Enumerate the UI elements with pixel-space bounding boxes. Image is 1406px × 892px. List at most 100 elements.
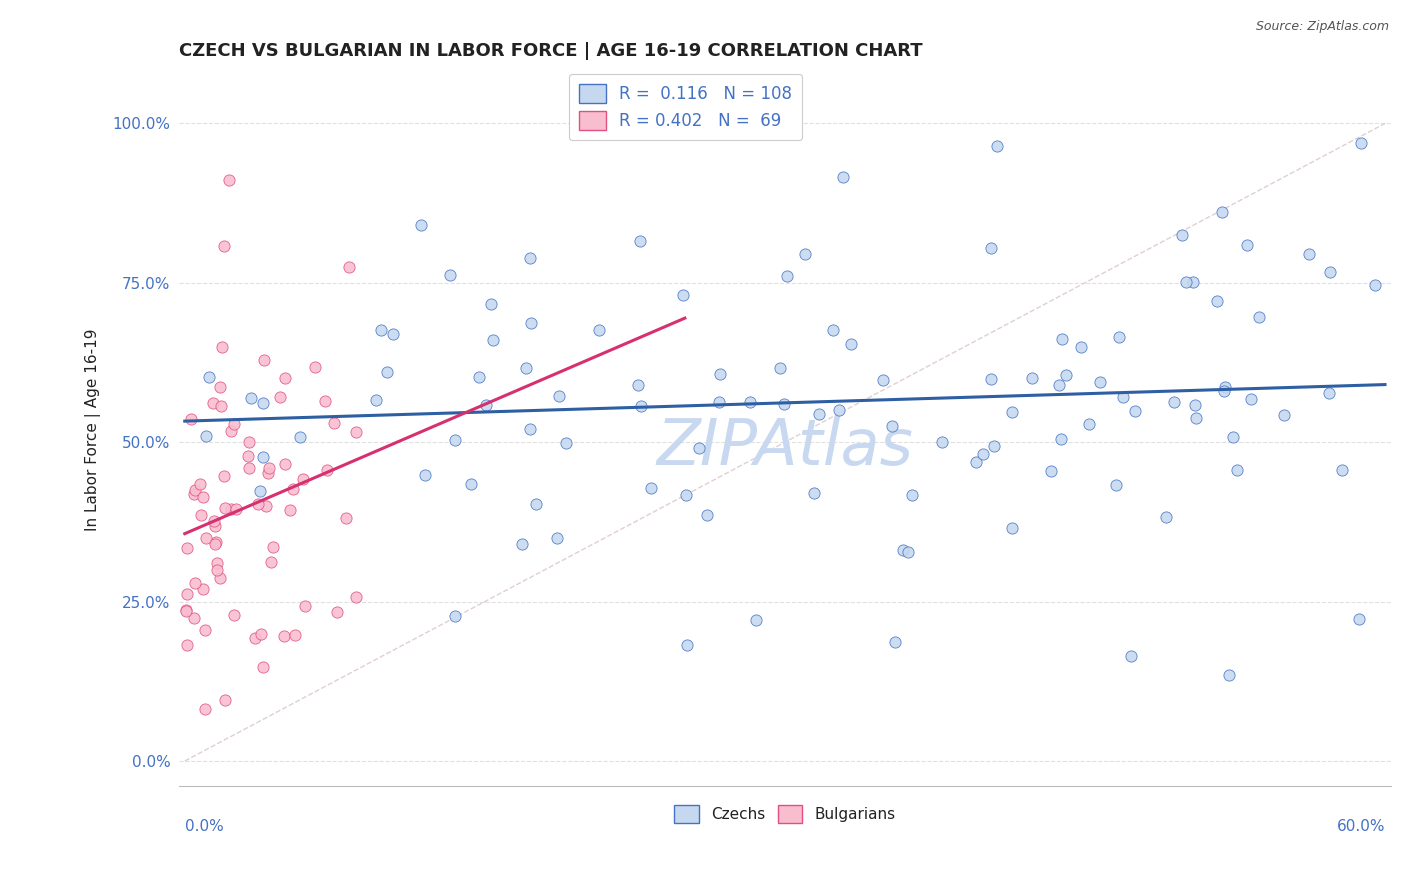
Point	[1170, 227, 1192, 242]
Point	[688, 441, 710, 455]
Point	[1211, 205, 1233, 219]
Point	[252, 396, 274, 410]
Point	[188, 477, 211, 491]
Point	[247, 497, 270, 511]
Point	[176, 587, 198, 601]
Point	[201, 396, 224, 410]
Point	[1105, 477, 1128, 491]
Point	[273, 630, 295, 644]
Point	[252, 450, 274, 464]
Point	[1077, 417, 1099, 431]
Point	[1163, 395, 1185, 409]
Point	[257, 467, 280, 481]
Point	[194, 531, 217, 545]
Point	[281, 482, 304, 496]
Point	[198, 370, 221, 384]
Point	[212, 239, 235, 253]
Point	[205, 535, 228, 549]
Point	[364, 392, 387, 407]
Point	[377, 365, 399, 379]
Point	[1154, 509, 1177, 524]
Point	[1050, 332, 1073, 346]
Point	[290, 430, 312, 444]
Point	[194, 702, 217, 716]
Point	[219, 501, 242, 516]
Point	[322, 416, 344, 430]
Point	[344, 425, 367, 439]
Point	[972, 447, 994, 461]
Point	[191, 490, 214, 504]
Point	[672, 288, 695, 302]
Point	[222, 417, 245, 431]
Point	[1123, 403, 1146, 417]
Point	[238, 460, 260, 475]
Point	[1226, 463, 1249, 477]
Point	[278, 503, 301, 517]
Point	[190, 508, 212, 522]
Point	[1213, 380, 1236, 394]
Point	[460, 477, 482, 491]
Point	[769, 361, 792, 376]
Point	[807, 407, 830, 421]
Point	[222, 608, 245, 623]
Point	[468, 370, 491, 384]
Point	[640, 481, 662, 495]
Point	[745, 613, 768, 627]
Point	[191, 582, 214, 596]
Point	[183, 610, 205, 624]
Point	[880, 418, 903, 433]
Point	[1218, 668, 1240, 682]
Point	[194, 623, 217, 637]
Point	[214, 469, 236, 483]
Point	[627, 378, 650, 392]
Point	[676, 639, 699, 653]
Point	[337, 260, 360, 274]
Point	[444, 609, 467, 624]
Point	[965, 455, 987, 469]
Point	[294, 599, 316, 613]
Point	[176, 638, 198, 652]
Point	[515, 361, 537, 376]
Text: Source: ZipAtlas.com: Source: ZipAtlas.com	[1256, 20, 1389, 33]
Point	[274, 457, 297, 471]
Point	[1364, 278, 1386, 293]
Point	[709, 395, 731, 409]
Point	[204, 519, 226, 533]
Point	[931, 435, 953, 450]
Point	[211, 340, 233, 354]
Point	[793, 247, 815, 261]
Point	[1206, 293, 1229, 308]
Point	[238, 435, 260, 450]
Point	[176, 541, 198, 555]
Point	[1111, 390, 1133, 404]
Point	[214, 693, 236, 707]
Point	[274, 371, 297, 385]
Point	[901, 487, 924, 501]
Point	[1317, 385, 1340, 400]
Point	[236, 449, 259, 463]
Point	[884, 635, 907, 649]
Point	[284, 628, 307, 642]
Point	[1247, 310, 1270, 324]
Point	[304, 360, 326, 375]
Point	[245, 631, 267, 645]
Point	[184, 576, 207, 591]
Point	[1182, 275, 1205, 289]
Point	[823, 323, 845, 337]
Text: CZECH VS BULGARIAN IN LABOR FORCE | AGE 16-19 CORRELATION CHART: CZECH VS BULGARIAN IN LABOR FORCE | AGE …	[179, 42, 922, 60]
Point	[1050, 432, 1073, 446]
Point	[1001, 521, 1024, 535]
Point	[628, 234, 651, 248]
Point	[1021, 371, 1043, 385]
Point	[519, 316, 541, 330]
Point	[344, 591, 367, 605]
Point	[897, 544, 920, 558]
Point	[443, 433, 465, 447]
Point	[547, 389, 569, 403]
Legend: Czechs, Bulgarians: Czechs, Bulgarians	[668, 799, 901, 829]
Point	[316, 463, 339, 477]
Text: 0.0%: 0.0%	[184, 819, 224, 834]
Point	[260, 555, 283, 569]
Point	[1184, 398, 1206, 412]
Point	[1108, 330, 1130, 344]
